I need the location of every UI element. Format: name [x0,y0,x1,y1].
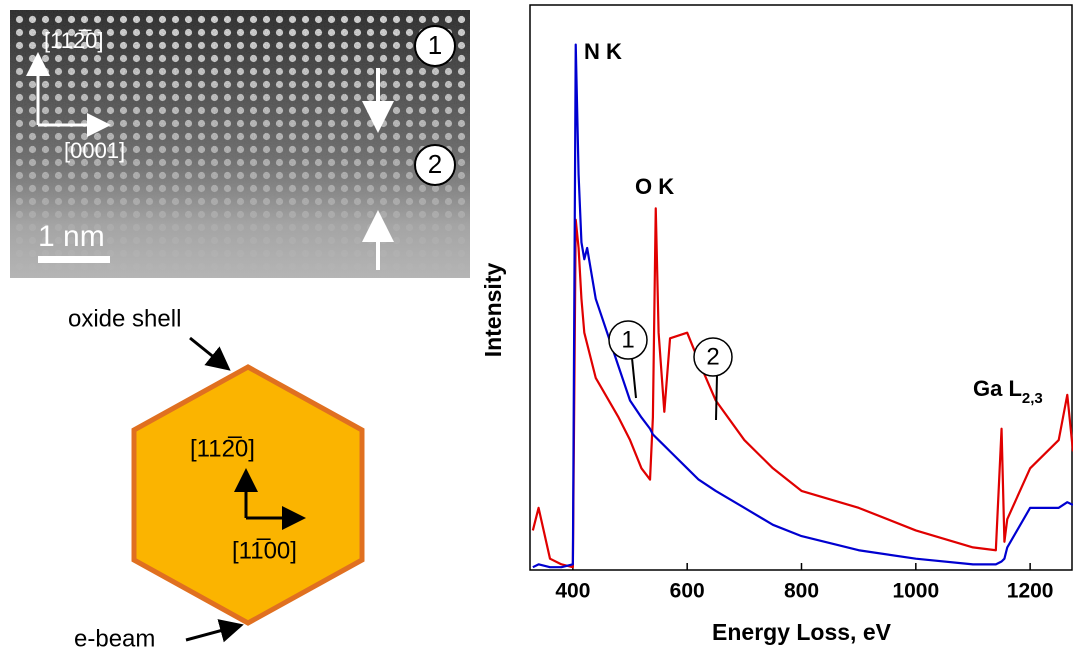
edge-label-text: Ga L [973,376,1022,401]
edge-label: Ga L2,3 [973,376,1043,407]
y-axis-label: Intensity [480,263,506,358]
region-label: 1 [428,30,442,60]
spectrum-line [531,207,1073,569]
edge-label: N K [584,39,622,64]
scale-bar-label: 1 nm [38,220,105,253]
hexagon [131,364,365,626]
series-marker [608,320,648,360]
x-tick-label: 400 [555,580,590,603]
label-leader [631,357,637,399]
series-marker [693,337,733,377]
chart: 400 600 800 1000 1200 Energy Loss, eV Intensit… [480,4,1073,645]
x-axis-label: Energy Loss, eV [712,619,892,645]
direction-label: [112̅0] [44,28,104,53]
direction-label: [11̅00] [232,537,297,564]
x-tick-label: 600 [670,580,705,603]
direction-label: [0001] [64,138,125,163]
pointer-arrow [189,336,231,371]
x-tick-label: 1200 [1007,580,1054,603]
diagram: oxide shell e-beam [112̅0] [11̅00] [68,305,365,652]
x-tick-label: 800 [784,580,819,603]
edge-label: O K [635,174,674,199]
series-label: 1 [621,326,634,353]
shell-label: oxide shell [68,305,181,332]
edge-label-subscript: 2,3 [1022,390,1043,407]
edge-label-text: N K [584,39,622,64]
spectrum-line [532,43,1073,569]
series-label: 2 [706,343,719,370]
region-label: 2 [428,149,442,179]
micrograph: [112̅0] [0001] 1 nm 1 2 [10,10,470,278]
region-marker [414,25,456,67]
edge-label-text: O K [635,174,674,199]
plot-frame [529,4,1073,571]
x-tick-label: 1000 [892,580,939,603]
scale-bar [38,256,110,263]
pointer-arrow [185,619,244,643]
direction-label: [112̅0] [190,435,255,462]
beam-label: e-beam [74,625,155,652]
region-marker [414,144,456,186]
label-leader [715,374,718,421]
